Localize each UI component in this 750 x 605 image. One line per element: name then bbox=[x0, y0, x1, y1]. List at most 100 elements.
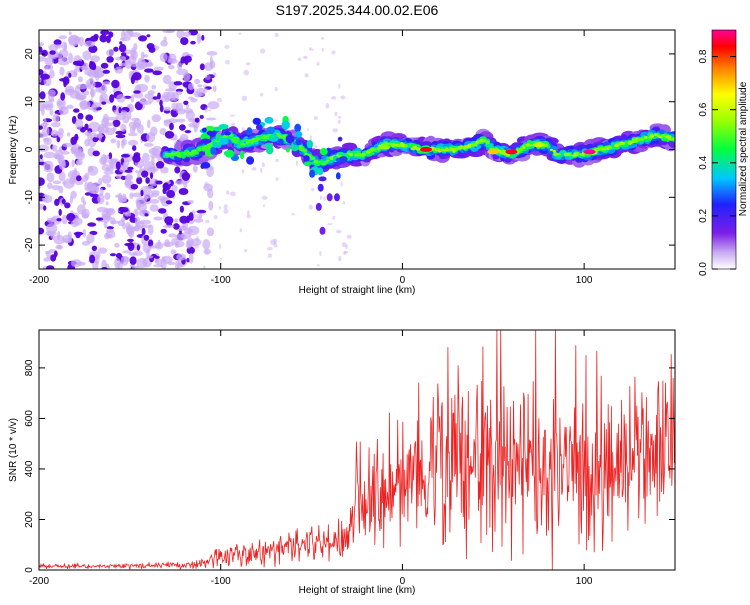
noise-speckle bbox=[238, 32, 242, 35]
noise-blob-faint bbox=[114, 257, 121, 269]
ridge-scatter bbox=[212, 141, 218, 148]
noise-blob-strong bbox=[136, 244, 140, 251]
y-tick-label: -20 bbox=[24, 237, 35, 252]
noise-blob-strong bbox=[115, 130, 125, 135]
y-tick-label: 400 bbox=[24, 460, 35, 477]
noise-blob-faint bbox=[68, 52, 74, 64]
ridge-cell bbox=[519, 147, 523, 152]
snr-plot bbox=[39, 330, 675, 570]
noise-blob-faint bbox=[44, 57, 54, 66]
noise-blob-faint bbox=[75, 118, 84, 129]
noise-speckle bbox=[262, 204, 265, 208]
noise-blob-faint bbox=[58, 171, 66, 182]
noise-blob-faint bbox=[97, 247, 108, 254]
ridge-cell bbox=[644, 135, 648, 139]
noise-speckle bbox=[337, 116, 342, 119]
noise-speckle bbox=[331, 50, 336, 55]
noise-blob-strong bbox=[155, 161, 165, 169]
noise-blob-strong bbox=[186, 215, 190, 224]
noise-blob-faint bbox=[86, 233, 95, 244]
noise-blob-faint bbox=[147, 90, 155, 96]
noise-speckle bbox=[251, 167, 257, 171]
noise-blob-faint bbox=[155, 98, 161, 103]
noise-blob-faint bbox=[196, 87, 206, 97]
noise-blob-faint bbox=[133, 118, 142, 128]
ridge-scatter bbox=[210, 146, 217, 155]
noise-blob-faint bbox=[149, 204, 159, 212]
noise-blob-faint bbox=[39, 42, 44, 47]
noise-blob-faint bbox=[116, 139, 121, 149]
noise-blob-strong bbox=[155, 180, 163, 185]
noise-blob-strong bbox=[124, 169, 133, 173]
ridge-cell bbox=[325, 159, 330, 162]
noise-blob-strong bbox=[170, 108, 179, 118]
noise-blob-faint bbox=[197, 84, 203, 88]
noise-blob-faint bbox=[84, 181, 89, 191]
noise-blob-faint bbox=[55, 244, 62, 250]
noise-blob-strong bbox=[130, 183, 139, 190]
noise-blob-faint bbox=[203, 248, 211, 255]
noise-blob-faint bbox=[57, 230, 61, 241]
noise-blob-strong bbox=[115, 134, 126, 139]
noise-blob-strong bbox=[87, 222, 97, 227]
noise-blob-strong bbox=[58, 208, 62, 216]
ridge-scatter bbox=[295, 139, 302, 146]
noise-blob-faint bbox=[90, 55, 101, 63]
snr-panel: -200 -100 0 100 0 200 400 600 800 Height of str… bbox=[8, 329, 676, 596]
noise-blob-strong bbox=[92, 136, 99, 143]
noise-speckle bbox=[204, 181, 209, 188]
noise-blob-strong bbox=[71, 115, 77, 124]
noise-blob-faint bbox=[66, 104, 74, 110]
noise-blob-strong bbox=[179, 215, 189, 224]
ridge-scatter bbox=[255, 124, 263, 131]
noise-blob-strong bbox=[159, 99, 163, 107]
colorbar-gradient bbox=[711, 29, 737, 270]
noise-blob-faint bbox=[47, 89, 56, 97]
noise-blob-faint bbox=[171, 91, 179, 102]
noise-speckle bbox=[345, 244, 348, 250]
noise-blob-strong bbox=[43, 205, 47, 211]
noise-blob-faint bbox=[127, 139, 139, 146]
colorbar: 0.0 0.2 0.4 0.6 0.8 Normalized spectral ampl… bbox=[698, 29, 749, 276]
noise-blob-strong bbox=[39, 69, 44, 76]
noise-blob-strong bbox=[39, 154, 43, 160]
noise-blob-strong bbox=[108, 152, 113, 160]
noise-blob-faint bbox=[87, 165, 99, 176]
noise-blob-faint bbox=[100, 154, 107, 165]
noise-blob-strong bbox=[84, 192, 91, 196]
noise-blob-faint bbox=[43, 257, 51, 262]
noise-speckle bbox=[194, 88, 198, 93]
x-tick-label: -100 bbox=[211, 275, 231, 286]
noise-blob-faint bbox=[212, 85, 217, 92]
spectrogram-y-label: Frequency (Hz) bbox=[8, 116, 19, 185]
ridge-cell bbox=[171, 152, 176, 156]
noise-speckle bbox=[261, 195, 268, 200]
noise-speckle bbox=[343, 251, 347, 256]
noise-blob-strong bbox=[141, 170, 149, 178]
ridge-cell bbox=[362, 152, 366, 156]
noise-speckle bbox=[320, 37, 325, 40]
noise-blob-faint bbox=[69, 195, 73, 204]
ridge-cell bbox=[556, 153, 561, 156]
noise-blob-faint bbox=[106, 183, 111, 188]
noise-blob-faint bbox=[120, 255, 129, 266]
figure-title: S197.2025.344.00.02.E06 bbox=[276, 2, 439, 18]
ridge-cell bbox=[489, 145, 495, 149]
snr-y-ticks: 0 200 400 600 800 bbox=[24, 359, 675, 573]
noise-blob-strong bbox=[166, 189, 176, 199]
noise-blob-strong bbox=[199, 63, 205, 71]
noise-blob-strong bbox=[121, 153, 130, 158]
y-tick-label: 800 bbox=[24, 359, 35, 376]
noise-blob-strong bbox=[169, 122, 174, 131]
noise-blob-faint bbox=[160, 166, 169, 174]
noise-blob-faint bbox=[192, 165, 198, 173]
noise-blob-strong bbox=[179, 205, 184, 213]
noise-blob-faint bbox=[98, 130, 102, 141]
noise-blob-strong bbox=[146, 34, 151, 38]
noise-blob-faint bbox=[62, 234, 72, 243]
colorbar-ticks: 0.0 0.2 0.4 0.6 0.8 bbox=[698, 49, 736, 276]
noise-blob-strong bbox=[56, 136, 61, 143]
noise-blob-faint bbox=[62, 181, 66, 185]
noise-blob-faint bbox=[86, 182, 93, 190]
